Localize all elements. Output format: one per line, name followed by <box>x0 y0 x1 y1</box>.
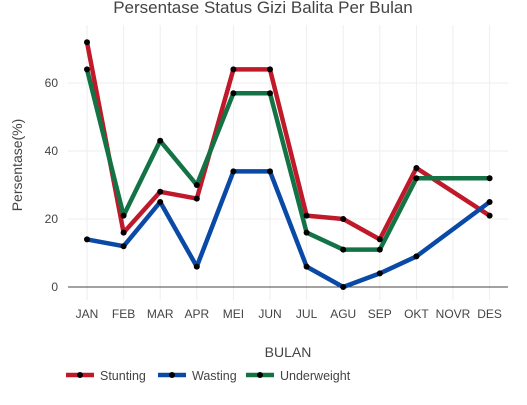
x-tick-label: NOVR <box>436 307 471 321</box>
data-point-wasting <box>267 168 273 174</box>
data-point-wasting <box>304 264 310 270</box>
data-point-wasting <box>121 243 127 249</box>
data-point-underweight <box>304 230 310 236</box>
data-point-stunting <box>84 39 90 45</box>
data-point-wasting <box>377 270 383 276</box>
data-point-wasting <box>194 264 200 270</box>
data-point-wasting <box>230 168 236 174</box>
data-point-underweight <box>377 247 383 253</box>
data-point-stunting <box>304 213 310 219</box>
data-point-underweight <box>413 175 419 181</box>
y-axis-title: Persentase(%) <box>9 119 25 212</box>
data-point-underweight <box>487 175 493 181</box>
legend-label: Wasting <box>192 369 237 383</box>
data-point-underweight <box>194 182 200 188</box>
legend-item-stunting[interactable]: Stunting <box>66 369 146 383</box>
y-tick-label: 60 <box>45 76 59 90</box>
series-layer <box>84 39 493 290</box>
legend-item-underweight[interactable]: Underweight <box>246 369 351 383</box>
data-point-stunting <box>340 216 346 222</box>
data-point-underweight <box>340 247 346 253</box>
x-tick-label: DES <box>477 307 502 321</box>
x-tick-label: AGU <box>330 307 356 321</box>
x-tick-label: FEB <box>112 307 135 321</box>
y-tick-label: 0 <box>51 280 58 294</box>
data-point-wasting <box>84 236 90 242</box>
chart-title: Persentase Status Gizi Balita Per Bulan <box>113 0 413 17</box>
data-point-wasting <box>487 199 493 205</box>
legend-marker <box>257 372 263 378</box>
series-line-stunting <box>87 42 490 239</box>
data-point-underweight <box>121 213 127 219</box>
data-point-stunting <box>413 165 419 171</box>
data-point-wasting <box>413 253 419 259</box>
data-point-stunting <box>377 236 383 242</box>
series-line-wasting <box>87 171 490 287</box>
data-point-stunting <box>230 66 236 72</box>
data-point-wasting <box>340 284 346 290</box>
legend[interactable]: Stunting Wasting Underweight <box>66 369 351 383</box>
data-point-underweight <box>267 90 273 96</box>
y-tick-label: 20 <box>45 212 59 226</box>
x-tick-label: SEP <box>368 307 392 321</box>
data-point-underweight <box>230 90 236 96</box>
data-point-underweight <box>157 138 163 144</box>
legend-label: Stunting <box>100 369 146 383</box>
legend-marker <box>169 372 175 378</box>
data-point-stunting <box>121 230 127 236</box>
y-tick-label: 40 <box>45 144 59 158</box>
x-tick-label: MEI <box>223 307 244 321</box>
x-tick-label: JUL <box>296 307 318 321</box>
x-tick-label: JUN <box>258 307 281 321</box>
data-point-underweight <box>84 66 90 72</box>
data-point-stunting <box>157 189 163 195</box>
data-point-wasting <box>157 199 163 205</box>
x-tick-label: APR <box>184 307 209 321</box>
x-tick-label: MAR <box>147 307 174 321</box>
legend-marker <box>77 372 83 378</box>
data-point-stunting <box>194 196 200 202</box>
data-point-stunting <box>487 213 493 219</box>
x-axis-title: BULAN <box>265 344 312 360</box>
legend-item-wasting[interactable]: Wasting <box>158 369 237 383</box>
x-tick-label: OKT <box>404 307 429 321</box>
data-point-stunting <box>267 66 273 72</box>
x-tick-label: JAN <box>76 307 99 321</box>
legend-label: Underweight <box>280 369 351 383</box>
